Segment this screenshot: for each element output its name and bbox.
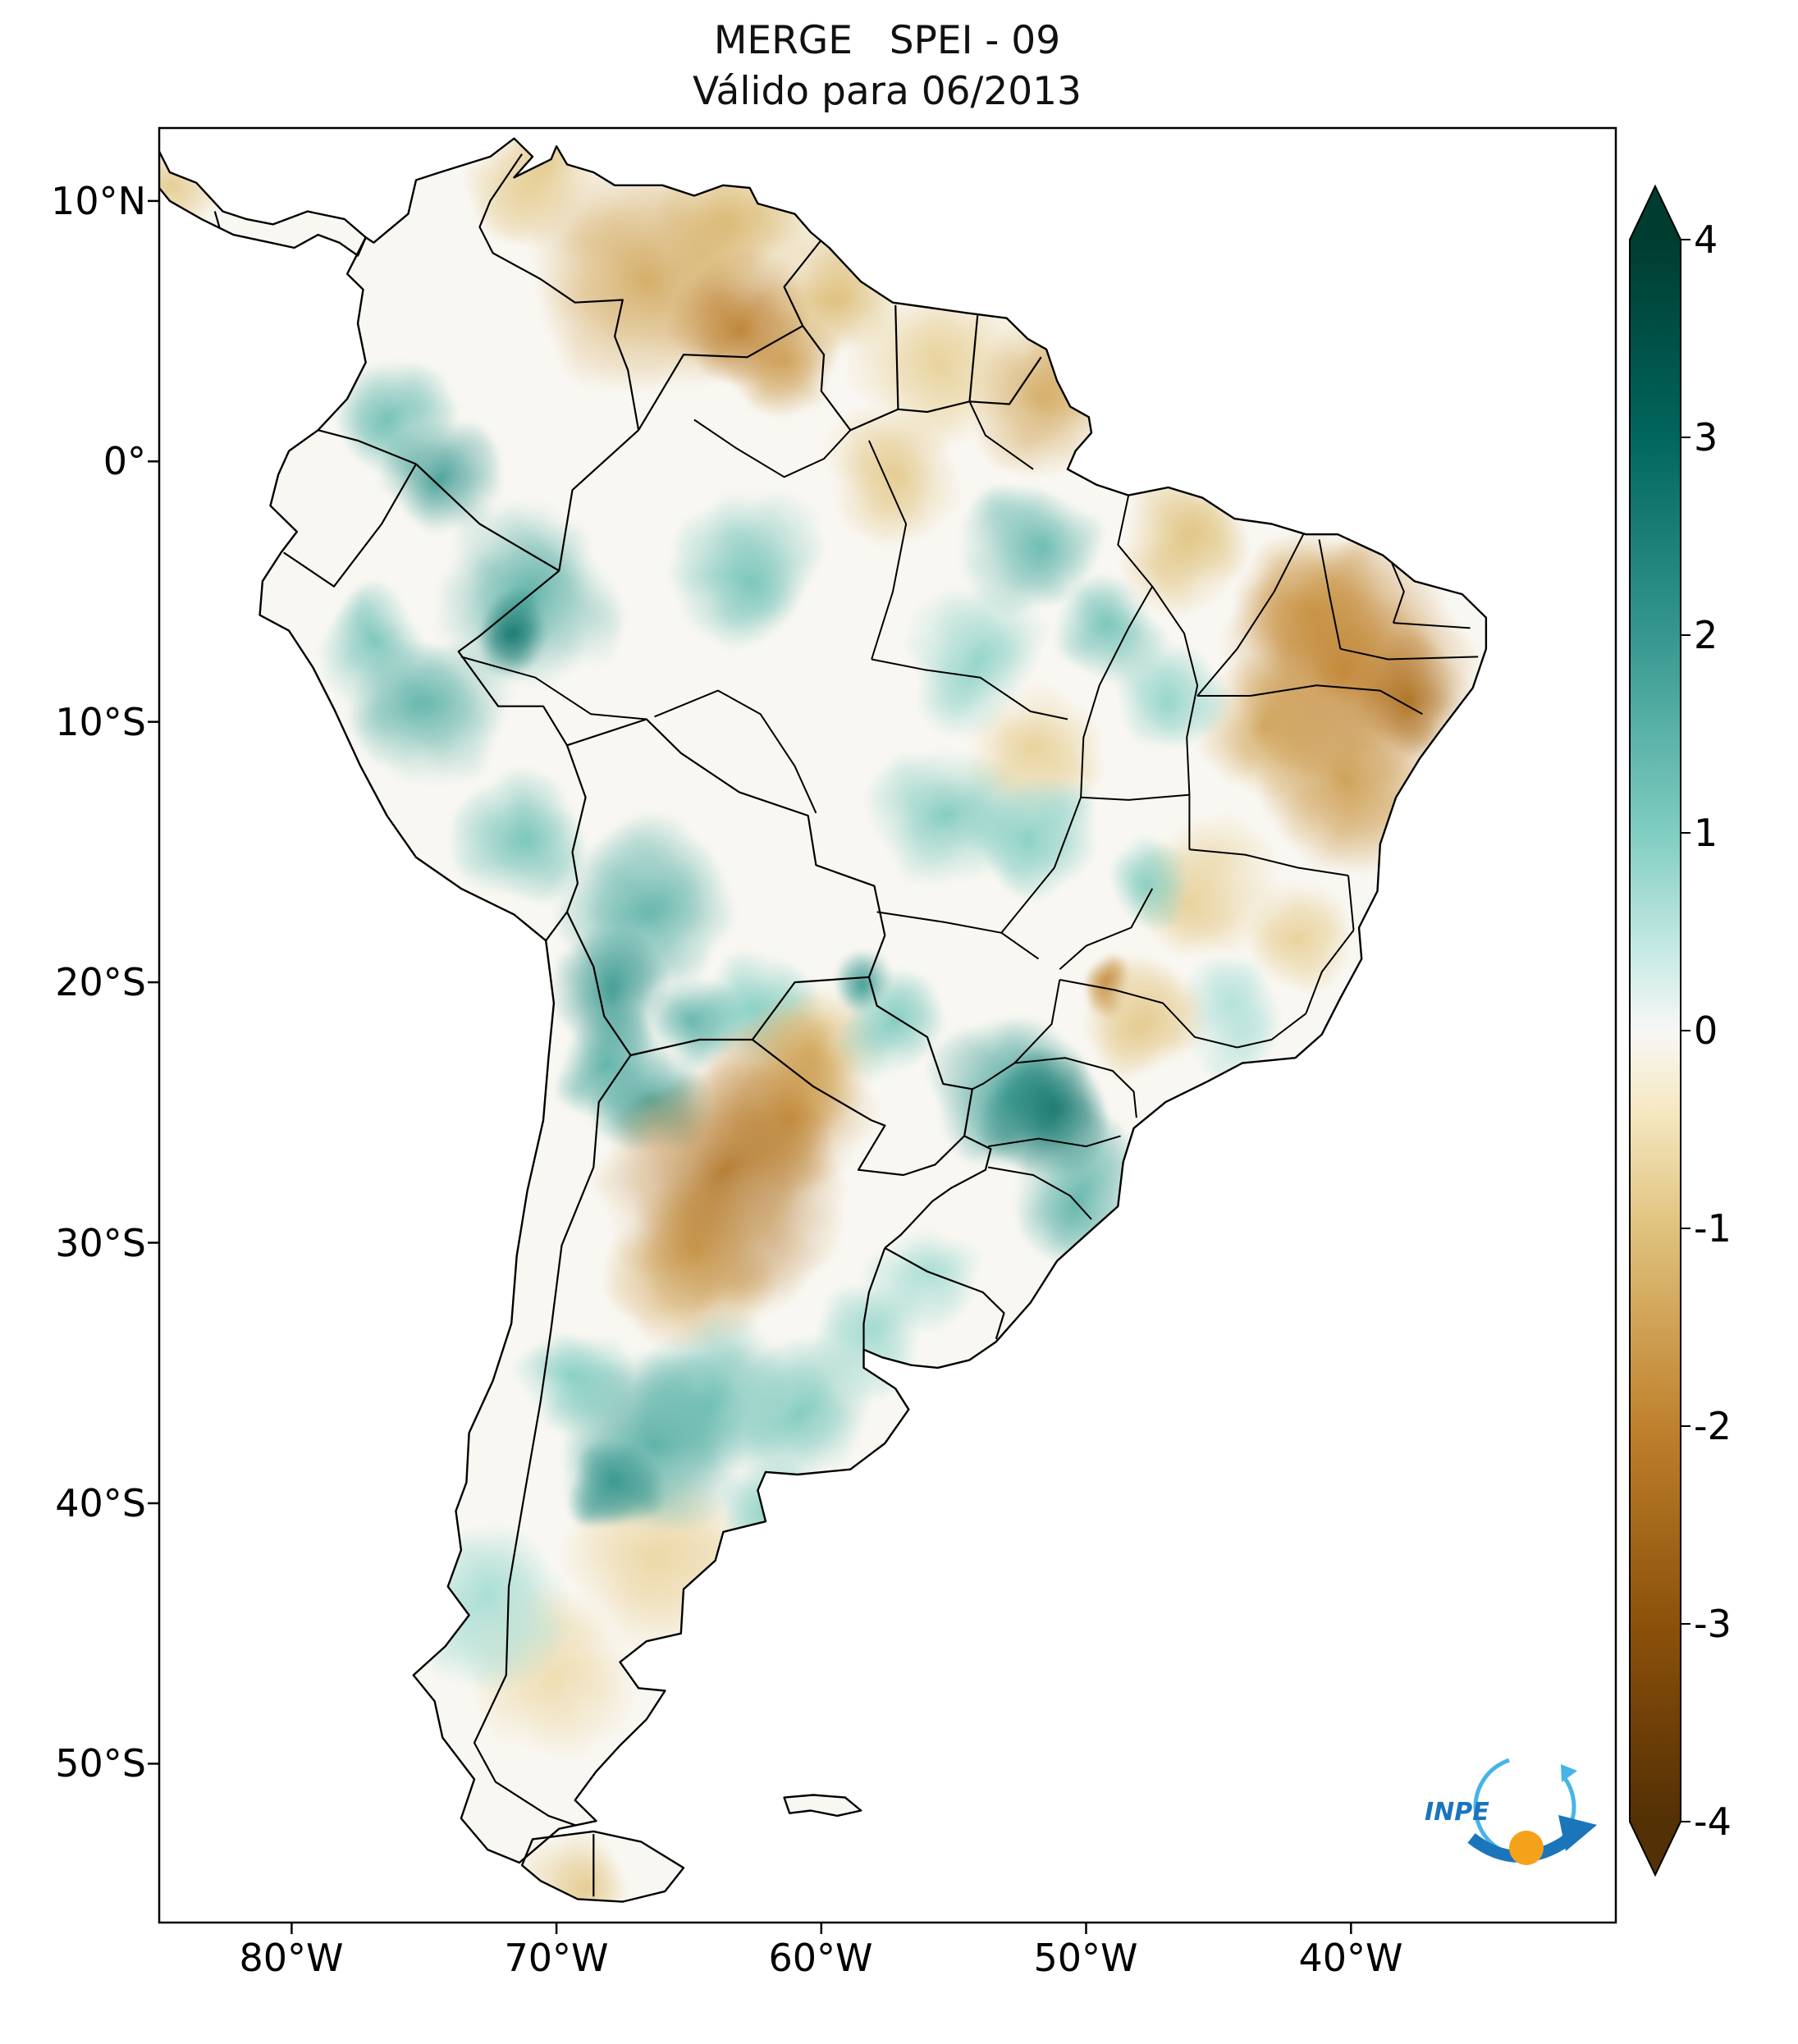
inpe-logo: INPE	[1425, 1755, 1597, 1865]
colorbar-tick-label: 2	[1694, 613, 1718, 657]
y-tick-label: 10°N	[51, 179, 146, 223]
figure-title: MERGE SPEI - 09	[713, 18, 1061, 63]
colorbar-tick-label: -4	[1694, 1799, 1732, 1844]
state-borders	[460, 400, 1479, 1220]
colorbar-tick-label: 1	[1694, 811, 1718, 855]
colorbar-tick-label: 0	[1694, 1008, 1718, 1053]
coastline	[159, 137, 1488, 1903]
colorbar	[1629, 184, 1690, 1877]
colorbar-tick-label: -1	[1694, 1206, 1732, 1251]
y-tick-label: 0°	[103, 439, 146, 483]
plot-frame	[158, 126, 1617, 1924]
x-tick-label: 50°W	[1033, 1936, 1138, 1980]
y-tick-label: 20°S	[55, 960, 146, 1004]
colorbar-tick-label: 3	[1694, 415, 1718, 460]
inpe-logo-text: INPE	[1425, 1798, 1489, 1827]
colorbar-tick-label: 4	[1694, 217, 1718, 262]
x-tick-label: 60°W	[768, 1936, 873, 1980]
colorbar-tick-label: -3	[1694, 1602, 1732, 1646]
figure-subtitle: Válido para 06/2013	[693, 69, 1082, 114]
map-area	[159, 137, 1488, 1903]
x-tick-label: 40°W	[1298, 1936, 1403, 1980]
y-tick-label: 50°S	[55, 1741, 146, 1786]
x-tick-label: 70°W	[504, 1936, 609, 1980]
axis-ticks	[148, 199, 1352, 1934]
x-tick-label: 80°W	[239, 1936, 344, 1980]
spei-field	[159, 138, 1483, 1902]
colorbar-tick-label: -2	[1694, 1404, 1732, 1448]
y-tick-label: 30°S	[55, 1221, 146, 1265]
country-borders	[213, 153, 1042, 1897]
y-tick-label: 10°S	[55, 700, 146, 744]
y-tick-label: 40°S	[55, 1481, 146, 1525]
